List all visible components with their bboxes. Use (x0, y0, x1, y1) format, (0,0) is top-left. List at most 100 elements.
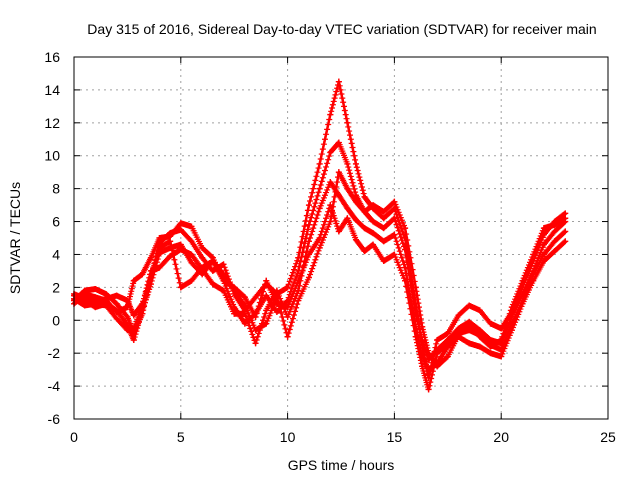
data-point (402, 277, 409, 284)
data-point (370, 202, 377, 209)
data-point (124, 327, 131, 334)
data-point (327, 218, 334, 225)
x-axis-label: GPS time / hours (288, 457, 395, 473)
data-point (305, 221, 312, 228)
data-point (156, 235, 163, 241)
data-point (103, 295, 110, 302)
data-point (344, 215, 351, 222)
chart-title: Day 315 of 2016, Sidereal Day-to-day VTE… (87, 21, 596, 37)
data-point (380, 215, 387, 222)
data-point (124, 313, 131, 320)
data-point (81, 295, 88, 302)
data-point (295, 287, 302, 294)
data-point (327, 179, 334, 186)
data-point (130, 312, 137, 319)
data-point (562, 238, 569, 245)
data-point (113, 300, 120, 307)
x-tick-label: 15 (387, 429, 403, 445)
data-point (425, 366, 432, 373)
data-point (199, 254, 206, 261)
y-axis-label: SDTVAR / TECUs (7, 182, 23, 294)
data-point (498, 337, 505, 344)
data-point (476, 343, 483, 350)
data-point (284, 313, 291, 320)
data-point (241, 302, 248, 309)
data-point (402, 246, 409, 253)
data-point (92, 286, 99, 293)
data-point (487, 320, 494, 327)
data-point (519, 277, 526, 284)
data-point (344, 185, 351, 192)
data-point (139, 300, 146, 307)
data-point (455, 312, 462, 319)
data-point (273, 287, 280, 294)
data-point (498, 325, 505, 332)
data-point (540, 241, 547, 248)
data-point (113, 315, 120, 322)
data-point (199, 244, 206, 251)
data-point (466, 322, 473, 329)
y-tick-label: 6 (52, 214, 60, 230)
data-point (177, 284, 184, 291)
data-point (419, 363, 426, 370)
data-point (316, 205, 323, 212)
data-point (167, 238, 174, 245)
data-point (380, 208, 387, 215)
data-point (352, 236, 359, 243)
data-point (316, 185, 323, 192)
data-point (305, 202, 312, 209)
data-point (273, 309, 280, 316)
data-point (391, 251, 398, 258)
x-tick-label: 20 (493, 429, 509, 445)
data-point (316, 160, 323, 167)
data-point (177, 246, 184, 253)
data-point (551, 248, 558, 255)
data-point (444, 330, 451, 337)
data-point (263, 320, 270, 327)
data-point (551, 221, 558, 228)
data-point (177, 220, 184, 227)
data-point (370, 218, 377, 225)
data-point (498, 353, 505, 360)
data-point (425, 386, 432, 393)
data-point (220, 271, 227, 278)
data-point (252, 294, 259, 301)
y-tick-label: -6 (48, 411, 61, 427)
data-point (370, 241, 377, 248)
data-point (147, 274, 154, 281)
data-point (476, 333, 483, 340)
data-point (508, 320, 515, 327)
data-point (81, 302, 88, 309)
x-tick-label: 25 (600, 429, 616, 445)
data-point (241, 320, 248, 327)
data-point (130, 337, 137, 344)
data-point (425, 350, 432, 357)
data-point (316, 244, 323, 251)
data-point (188, 238, 195, 245)
data-point (361, 208, 368, 215)
data-point (130, 277, 137, 284)
data-point (562, 228, 569, 235)
data-point (156, 244, 163, 251)
data-point (380, 225, 387, 232)
data-point (241, 294, 248, 301)
y-tick-label: -2 (48, 345, 61, 361)
data-point (188, 277, 195, 284)
data-point (352, 216, 359, 223)
data-point (530, 271, 537, 278)
data-point (344, 160, 351, 167)
data-point (352, 160, 359, 167)
data-point (487, 350, 494, 357)
data-point (391, 215, 398, 222)
data-point (551, 228, 558, 235)
data-point (562, 215, 569, 222)
data-point (209, 267, 216, 274)
data-point (487, 343, 494, 350)
ticks: 0 5 10 15 20 25 -6 -4 -2 0 2 4 6 8 10 12 14 16 (44, 49, 616, 445)
data-point (466, 340, 473, 347)
y-tick-label: -4 (48, 378, 61, 394)
data-point (412, 333, 419, 340)
data-point (139, 271, 146, 278)
data-point (412, 284, 419, 291)
data-point (188, 251, 195, 258)
